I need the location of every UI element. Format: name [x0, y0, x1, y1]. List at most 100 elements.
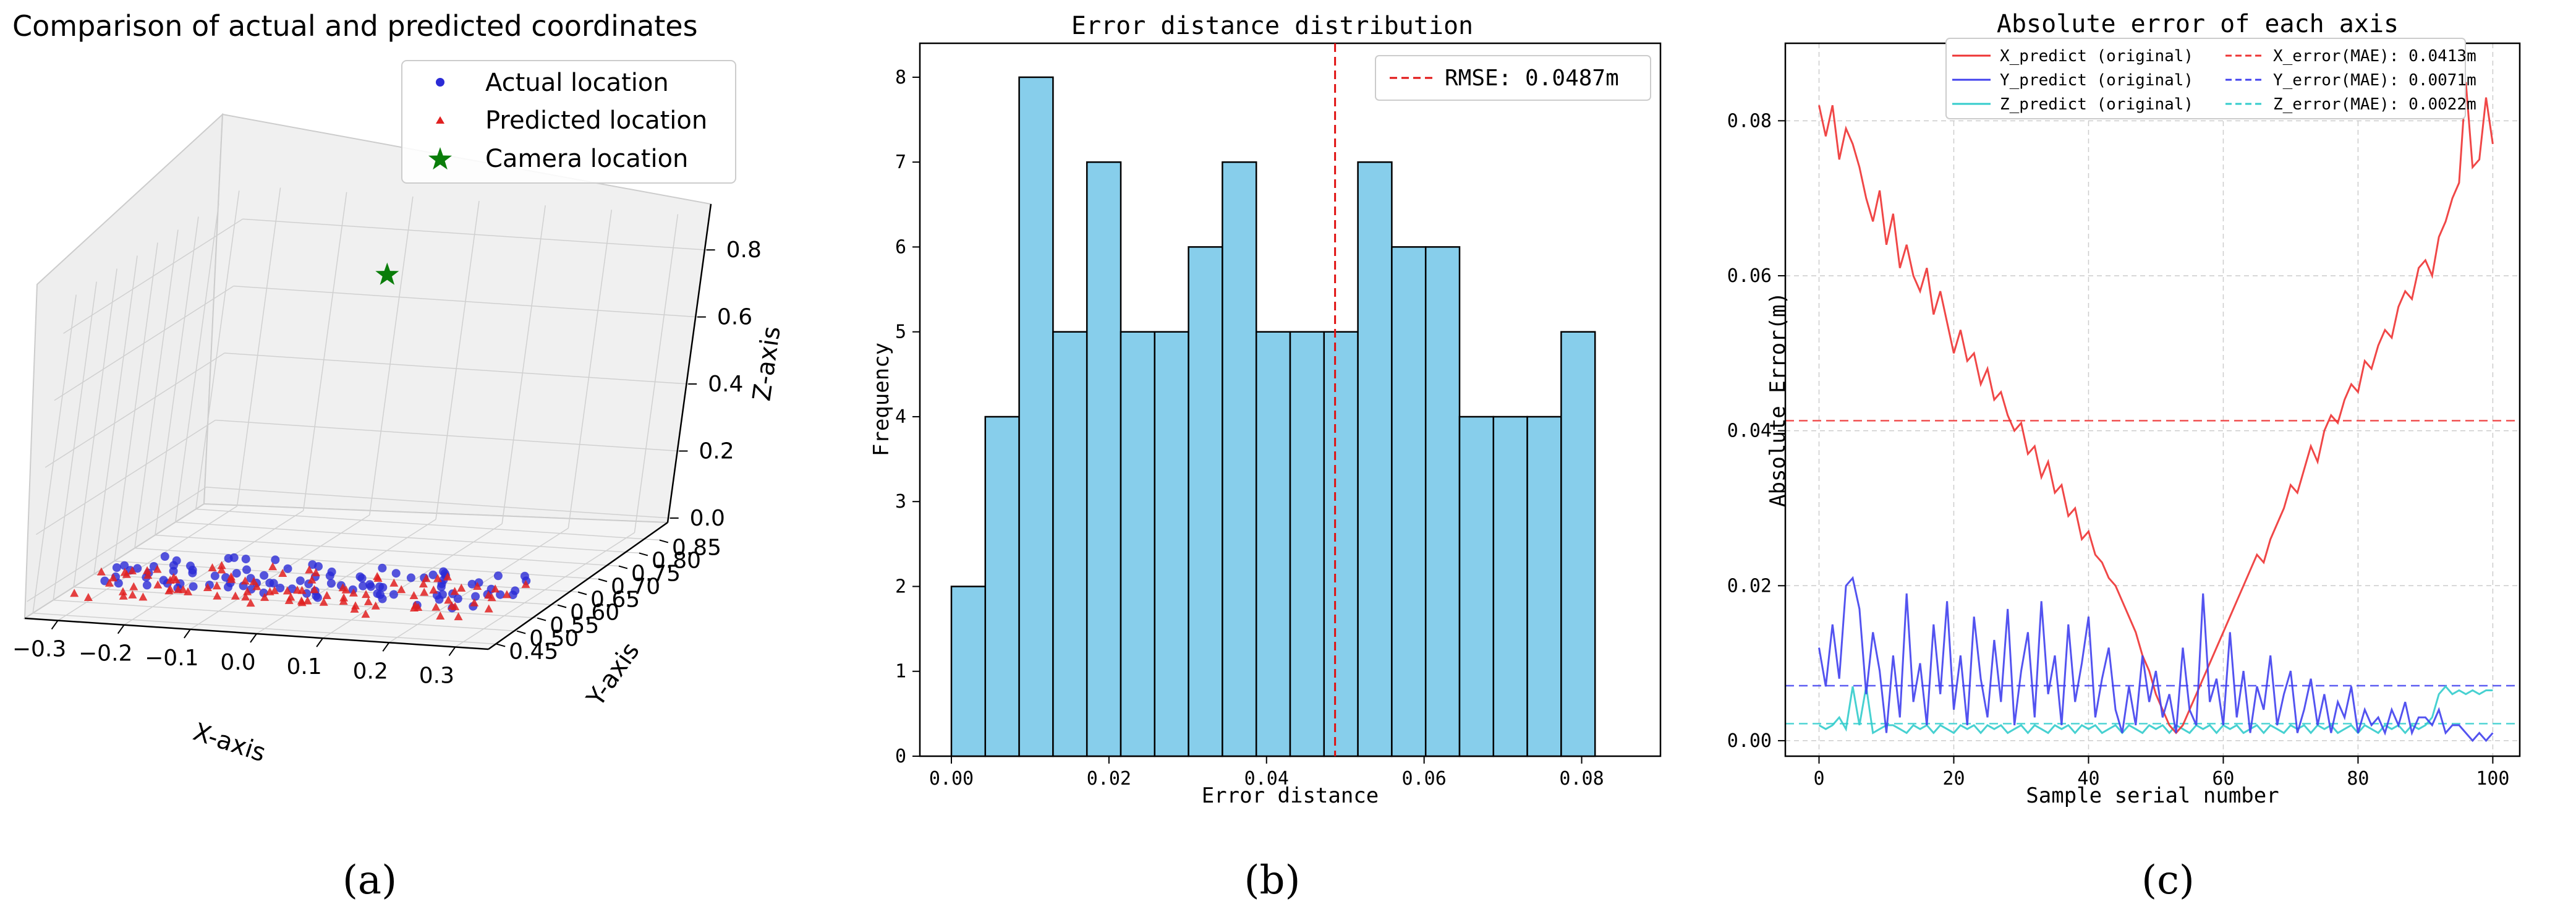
y-tick [577, 591, 587, 595]
grid-line [215, 419, 679, 452]
predicted-point [457, 583, 466, 592]
x-tick [448, 646, 456, 657]
actual-point [283, 564, 292, 573]
y-tick-label: 7 [895, 151, 906, 173]
predicted-point [118, 587, 127, 595]
actual-point [120, 561, 129, 570]
y-tick-label: 0.50 [529, 626, 579, 652]
actual-point [471, 592, 480, 601]
predicted-point [249, 577, 258, 586]
y-tick [557, 604, 567, 608]
predicted-point [414, 603, 423, 611]
actual-point [100, 576, 109, 586]
predicted-point [164, 586, 174, 595]
predicted-point [297, 596, 306, 605]
actual-point [295, 576, 305, 586]
x-tick-label: 0.1 [287, 654, 322, 680]
legend-actual-label: Actual location [485, 69, 669, 97]
x-tick [316, 637, 323, 647]
predicted-point [389, 578, 399, 587]
y-tick-label: 0.60 [570, 600, 619, 626]
grid-line [93, 255, 138, 574]
x-tick-label: 0.04 [1244, 768, 1289, 790]
grid-line [567, 210, 613, 529]
panel-c-line-chart: Absolute error of each axis 0 20 40 60 80 100… [1727, 10, 2521, 903]
histogram-bar [1120, 331, 1156, 757]
predicted-point [278, 569, 287, 577]
histogram-bar [950, 586, 987, 757]
legend-predicted-label: Predicted location [485, 106, 707, 135]
grid-line [45, 352, 225, 468]
x-tick-label: 0.0 [220, 650, 255, 675]
actual-point [271, 555, 280, 565]
grid-line [53, 599, 517, 632]
grid-line [36, 419, 216, 535]
chart-c-title: Absolute error of each axis [1997, 10, 2399, 38]
predicted-point [153, 580, 163, 589]
predicted-point [361, 610, 370, 618]
grid-line [236, 187, 281, 506]
error-series-line [1818, 684, 2493, 735]
histogram-bar [1289, 331, 1325, 757]
grid-line [53, 281, 97, 600]
actual-point [453, 594, 462, 603]
z-tick-label: 0.8 [726, 237, 762, 263]
grid-line [242, 218, 707, 250]
predicted-point [184, 587, 193, 595]
chart-b-legend: RMSE: 0.0487m [1375, 55, 1651, 101]
actual-point [357, 574, 367, 583]
chart-a-legend: Actual location Predicted location Camer… [401, 60, 736, 184]
y-tick [496, 643, 506, 647]
y-tick-label: 0.06 [1727, 265, 1772, 287]
predicted-point [203, 583, 212, 591]
y-tick [516, 630, 526, 634]
actual-point [269, 579, 278, 588]
x-tick-label: 0.08 [1559, 768, 1604, 790]
predicted-point [227, 574, 236, 583]
y-tick-label: 0.70 [611, 574, 660, 599]
actual-point [467, 579, 477, 589]
chart-a-y-axis [488, 521, 668, 650]
x-tick-label: 60 [2212, 768, 2234, 790]
x-tick-label: 80 [2347, 768, 2369, 790]
predicted-point [447, 601, 456, 610]
actual-point [391, 569, 401, 578]
grid-line [224, 352, 689, 385]
predicted-point [96, 567, 106, 576]
legend-x-predict-label: X_predict (original) [2000, 47, 2193, 66]
grid-line [435, 200, 480, 520]
y-tick-label: 0.04 [1727, 420, 1772, 442]
predicted-point [297, 586, 307, 594]
legend-camera-label: Camera location [485, 145, 688, 173]
chart-a-z-axis [666, 203, 712, 523]
x-tick [51, 620, 59, 630]
histogram-bar [1188, 246, 1223, 757]
predicted-point [322, 590, 331, 599]
histogram-bar [1458, 416, 1495, 757]
chart-a-title: Comparison of actual and predicted coord… [12, 9, 698, 43]
predicted-point [444, 595, 453, 604]
x-tick-label: 100 [2476, 768, 2509, 790]
y-tick-label: 0.00 [1727, 730, 1772, 752]
x-tick-label: 0.02 [1087, 768, 1131, 790]
actual-point [241, 555, 250, 564]
predicted-point [473, 582, 482, 590]
predicted-point [128, 566, 137, 574]
y-tick [537, 617, 546, 621]
y-tick-label: 0.80 [652, 548, 701, 573]
predicted-point [521, 579, 530, 588]
grid-line [33, 612, 497, 645]
predicted-point [420, 587, 429, 596]
actual-point [314, 562, 323, 571]
legend-predicted-marker [436, 116, 444, 124]
predicted-point [129, 582, 138, 590]
x-tick-label: 0.00 [929, 768, 974, 790]
grid-line [175, 203, 219, 522]
predicted-point [305, 565, 314, 574]
chart-a-x-label: X-axis [190, 718, 269, 768]
histogram-bar [1560, 331, 1596, 757]
predicted-point [373, 574, 383, 582]
actual-point [224, 582, 232, 592]
grid-line [195, 508, 660, 541]
